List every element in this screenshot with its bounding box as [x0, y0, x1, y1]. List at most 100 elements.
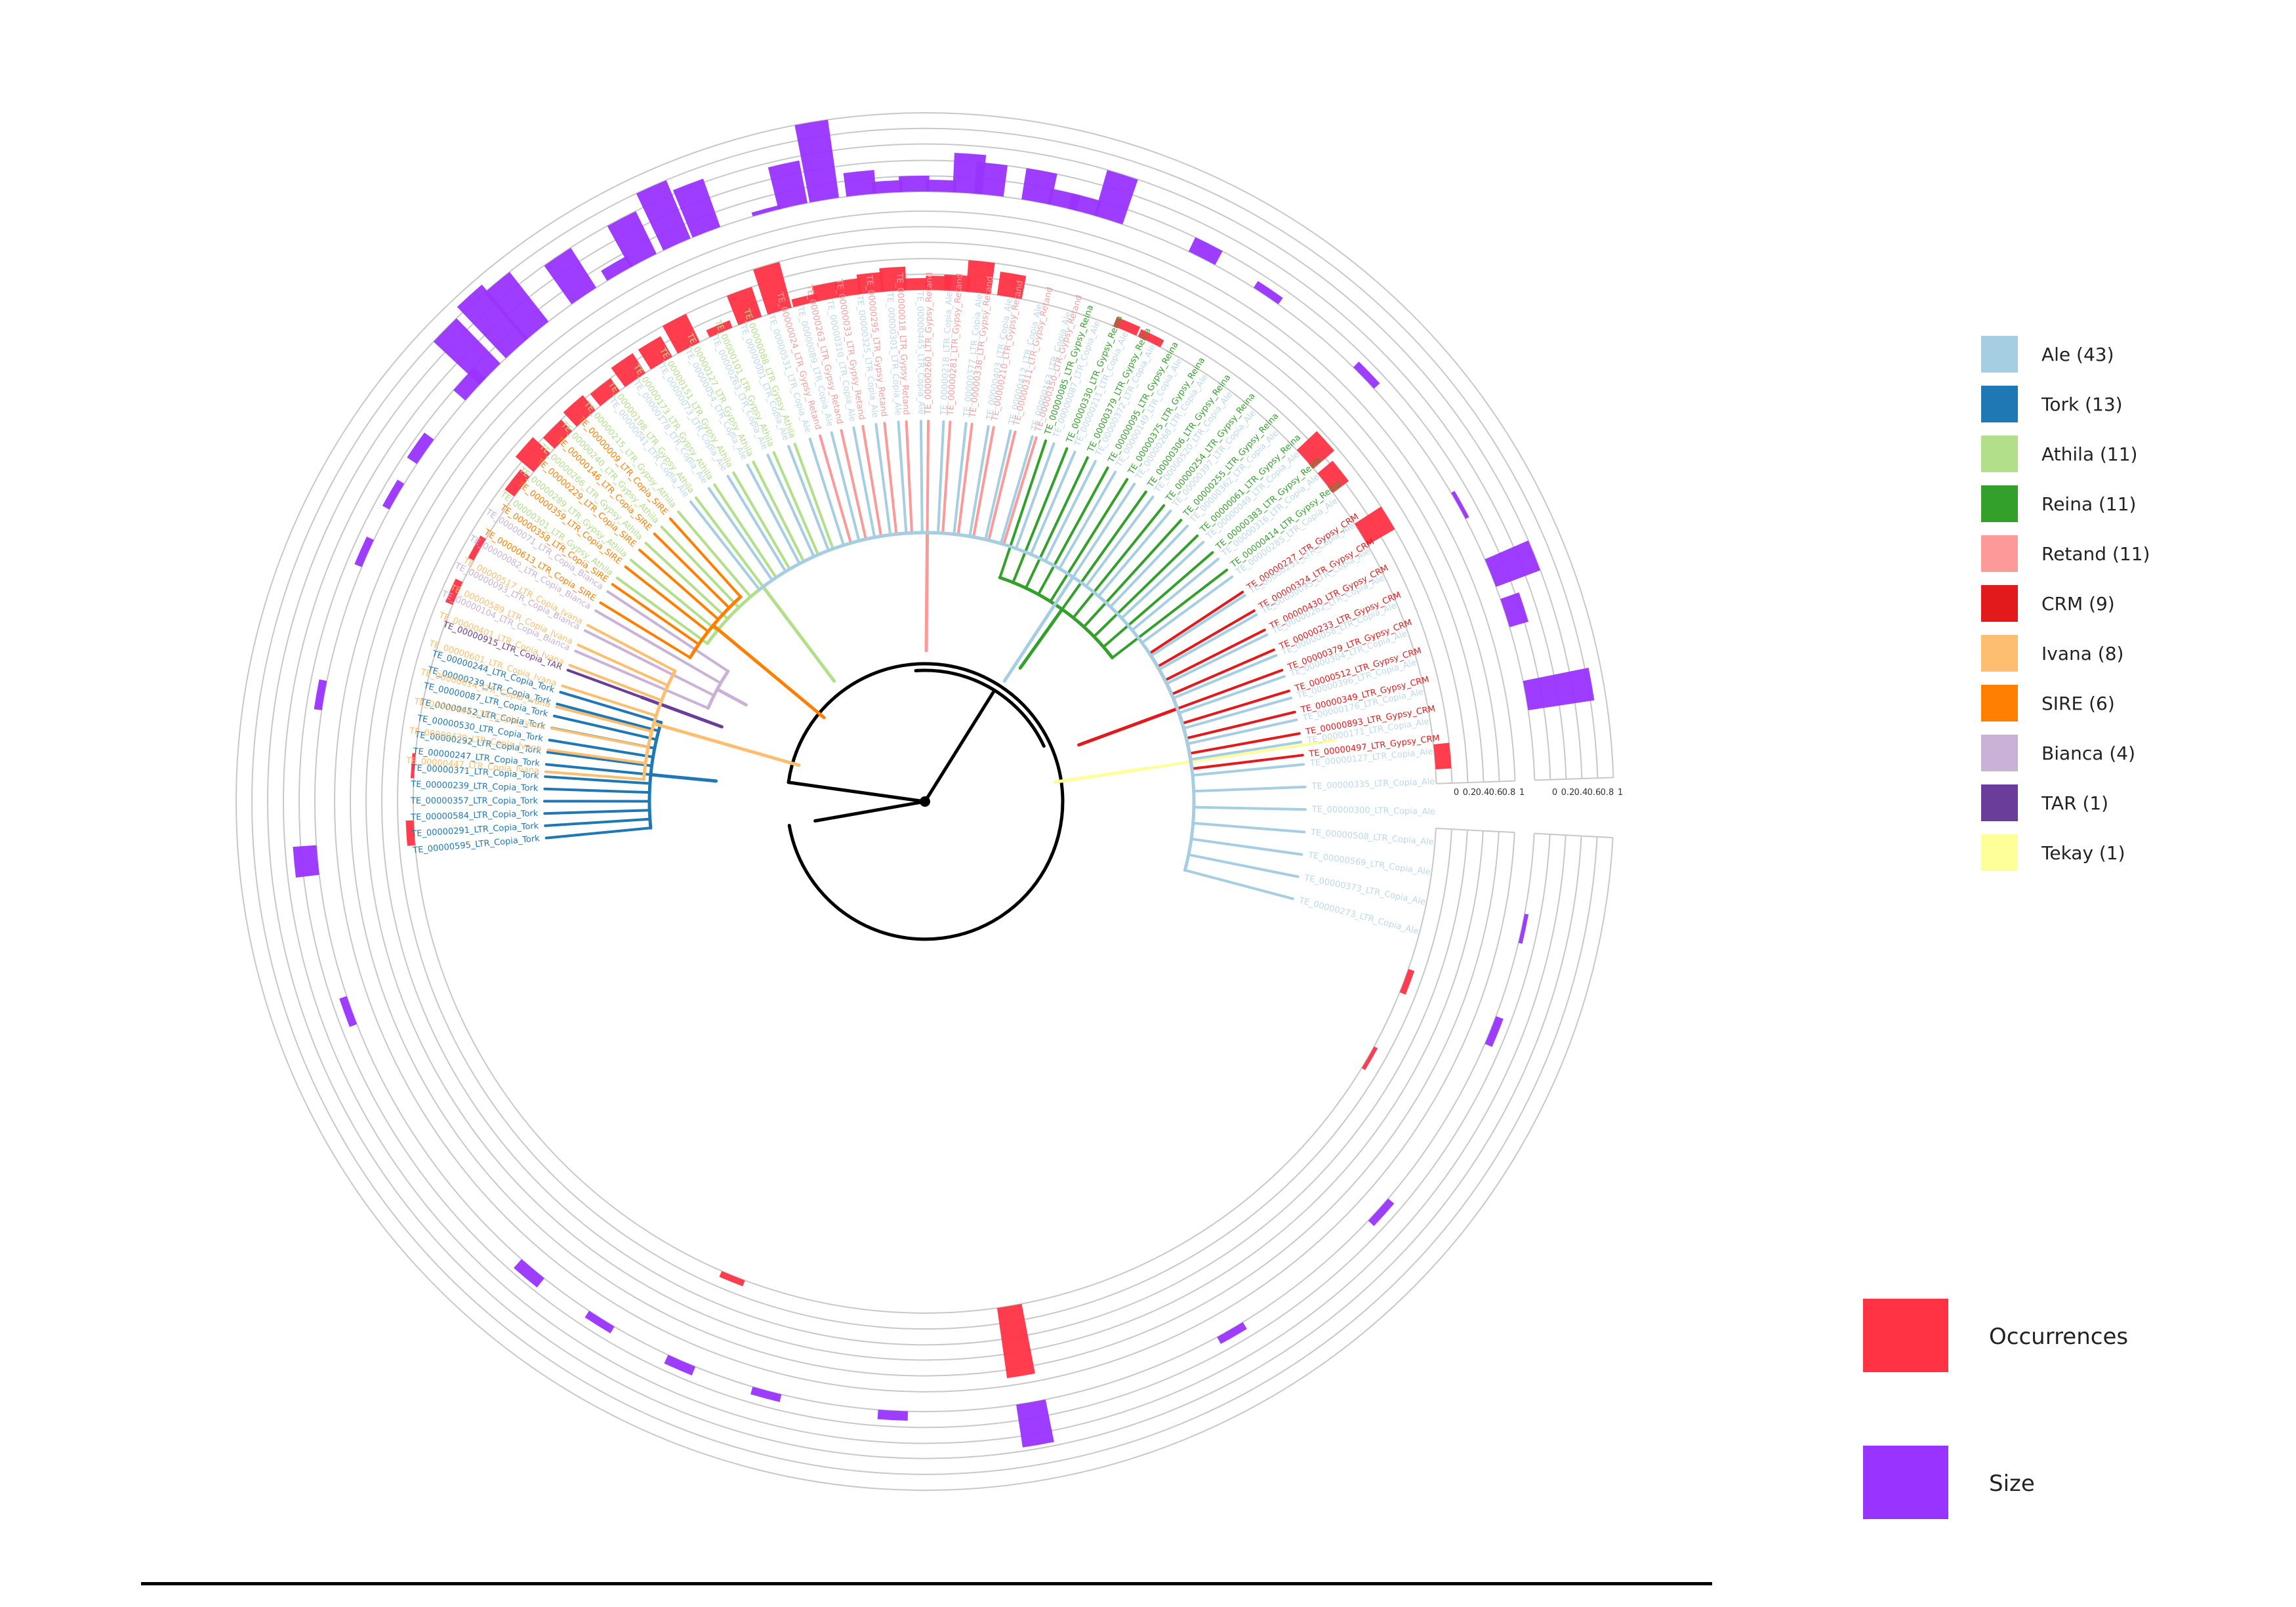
leaf-branch — [1097, 509, 1172, 598]
leaf-branch — [653, 533, 731, 609]
legend-swatch — [1981, 386, 2018, 422]
occurrence-bar — [468, 535, 486, 561]
leaf-branch — [574, 649, 710, 710]
legend-label: Bianca (4) — [2041, 742, 2136, 764]
legend-label: Ale (43) — [2041, 344, 2114, 365]
clade-stem — [1018, 607, 1064, 670]
tree-scale-bar — [141, 1582, 1712, 1585]
legend-swatch — [1863, 1299, 1948, 1372]
leaf-branch — [1092, 534, 1199, 638]
leaf-branch — [987, 430, 1017, 542]
legend-item-athila: Athila (11) — [1981, 436, 2178, 472]
leaf-branch — [968, 425, 990, 538]
leaf-branch — [577, 643, 670, 687]
occurrence-bar — [926, 275, 952, 291]
clade-stem — [1002, 575, 1075, 683]
legend-label: Retand (11) — [2041, 543, 2150, 565]
ring-edge — [1534, 777, 1614, 781]
size-bar — [382, 479, 405, 510]
size-bar — [314, 679, 327, 710]
ring-bars — [293, 119, 1595, 1448]
leaf-branch — [550, 727, 650, 749]
leaf-branch — [1049, 478, 1129, 603]
leaf-label: TE_00000300_LTR_Copia_Ale — [1311, 805, 1435, 817]
occurrences-tick-label: 0.8 — [1502, 788, 1516, 798]
occurrence-bar — [1361, 1046, 1378, 1070]
clade-stem — [652, 722, 801, 767]
size-bar — [899, 176, 930, 192]
leaf-branch — [1082, 519, 1183, 628]
leaf-branch — [972, 426, 995, 539]
leaf-branch — [1163, 628, 1266, 682]
clade-arc — [642, 669, 677, 781]
size-bar — [1518, 914, 1529, 944]
legend-label: Occurrences — [1989, 1324, 2129, 1350]
leaf-branch — [1149, 594, 1246, 657]
ring-edge — [1436, 780, 1515, 784]
occurrence-bar — [1138, 329, 1164, 348]
leaf-branch — [1182, 697, 1293, 730]
legend-item-ale: Ale (43) — [1981, 336, 2178, 373]
clade-stem — [640, 695, 724, 729]
leaf-branch — [726, 474, 787, 573]
size-bar — [1451, 491, 1469, 519]
leaf-branch — [998, 439, 1048, 579]
leaf-branch — [1192, 805, 1307, 811]
size-bar — [293, 845, 319, 878]
size-bar — [1485, 540, 1540, 587]
leaf-branch — [1058, 470, 1117, 570]
ring-gridline — [334, 210, 1516, 1393]
clade-stem — [924, 531, 930, 653]
leaf-branch — [1029, 450, 1076, 556]
legend-item-crm: CRM (9) — [1981, 585, 2178, 622]
leaf-branch — [1148, 590, 1244, 655]
size-bar — [514, 1259, 544, 1288]
leaf-branch — [544, 770, 646, 781]
leaf-label: TE_00000357_LTR_Copia_Tork — [410, 796, 539, 806]
leaf-branch — [1002, 436, 1038, 546]
leaf-branch — [1024, 456, 1089, 590]
occurrences-tick-label: 1 — [1519, 788, 1525, 798]
size-tick-label: 0.6 — [1588, 788, 1601, 798]
leaf-branch — [1178, 675, 1286, 715]
occurrence-bar — [662, 314, 700, 354]
size-bar — [877, 1410, 909, 1421]
legend-swatch — [1981, 784, 2018, 821]
tree-backbone — [787, 662, 1065, 941]
legend-item-tork: Tork (13) — [1981, 386, 2178, 422]
clade-stem — [761, 585, 836, 683]
leaf-branch — [819, 434, 852, 544]
ring-gridline — [365, 241, 1485, 1361]
size-bar — [636, 180, 691, 251]
leaf-branch — [1176, 668, 1284, 710]
leaf-branch — [953, 422, 968, 536]
size-bar — [339, 996, 358, 1027]
leaf-branch — [544, 817, 651, 827]
leaf-branch — [1012, 447, 1069, 584]
legend-item-occurrences: Occurrences — [1863, 1299, 2191, 1375]
legend-label: Athila (11) — [2041, 443, 2138, 465]
legend-swatch — [1863, 1446, 1948, 1519]
ring-gridline — [298, 175, 1551, 1429]
size-bar — [1188, 237, 1223, 265]
leaf-branch — [586, 624, 676, 672]
leaf-label: TE_00000445_LTR_Copia_Ale — [914, 291, 926, 415]
leaf-branch — [644, 541, 729, 620]
leaf-branch — [1181, 689, 1290, 725]
legend-label: Size — [1989, 1471, 2035, 1497]
size-bar — [872, 180, 903, 194]
occurrence-bar — [834, 278, 862, 298]
legend-item-size: Size — [1863, 1446, 2191, 1522]
occurrence-bar — [445, 579, 463, 605]
leaf-branch — [1120, 540, 1205, 620]
occurrence-bar — [405, 820, 415, 846]
legend-item-sire: SIRE (6) — [1981, 685, 2178, 722]
root-node — [920, 796, 930, 807]
ring-axis-ticks: 0 0.2 0.4 0.6 0.8 1 0 0.2 0.4 0.6 0.8 1 — [1454, 788, 1623, 798]
leaf-label: TE_00000335_LTR_Copia_Ale — [1311, 777, 1435, 792]
leaf-branch — [1191, 763, 1305, 777]
ring-gridline — [413, 289, 1437, 1314]
clade-stem — [1053, 767, 1147, 784]
occurrence-bar — [753, 262, 792, 315]
size-bar — [926, 180, 956, 193]
